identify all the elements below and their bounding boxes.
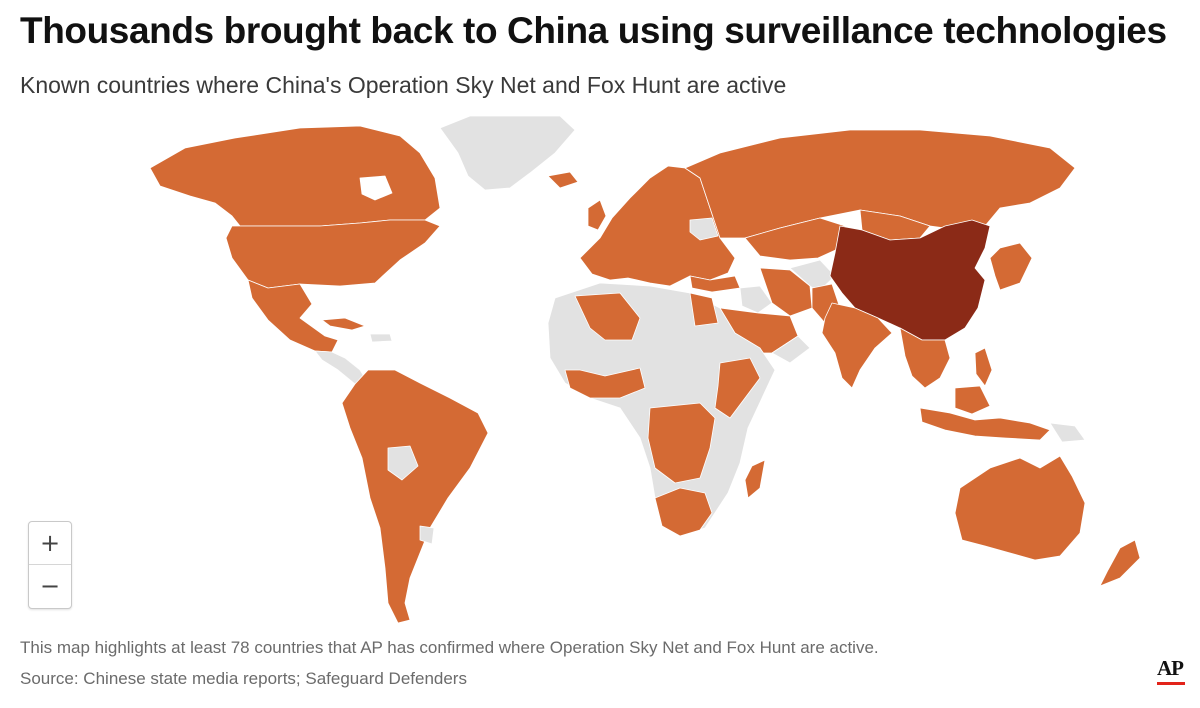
country-uk[interactable] xyxy=(587,199,607,231)
country-mexico[interactable] xyxy=(247,279,339,353)
country-australia[interactable] xyxy=(954,455,1086,561)
footnote: This map highlights at least 78 countrie… xyxy=(20,638,879,657)
country-west-africa[interactable] xyxy=(564,367,646,399)
zoom-out-button[interactable]: − xyxy=(39,572,61,600)
hudson-bay xyxy=(359,175,393,201)
country-europe[interactable] xyxy=(579,165,736,287)
source-line: Source: Chinese state media reports; Saf… xyxy=(20,669,467,688)
country-uruguay[interactable] xyxy=(419,525,435,545)
country-china[interactable] xyxy=(829,219,991,341)
country-hispaniola[interactable] xyxy=(369,333,393,343)
ap-logo: AP xyxy=(1157,657,1187,687)
country-cuba[interactable] xyxy=(321,317,366,331)
country-bolivia[interactable] xyxy=(387,445,419,481)
ap-logo-accent xyxy=(1157,682,1185,685)
country-canada[interactable] xyxy=(149,125,441,227)
zoom-in-button[interactable]: + xyxy=(39,529,61,557)
country-borneo[interactable] xyxy=(954,385,991,415)
country-greenland[interactable] xyxy=(439,115,576,191)
country-southern-africa[interactable] xyxy=(654,487,713,537)
country-south-america[interactable] xyxy=(341,369,489,624)
country-syria-iraq[interactable] xyxy=(739,285,773,314)
map-title: Thousands brought back to China using su… xyxy=(20,10,1167,51)
ap-logo-text: AP xyxy=(1157,656,1184,680)
country-new-zealand[interactable] xyxy=(1099,539,1141,587)
country-egypt[interactable] xyxy=(689,292,719,327)
country-philippines[interactable] xyxy=(974,347,993,387)
map-subtitle: Known countries where China's Operation … xyxy=(20,72,787,98)
zoom-divider xyxy=(29,564,71,565)
country-papua-new-guinea[interactable] xyxy=(1049,422,1086,443)
country-madagascar[interactable] xyxy=(744,459,766,499)
country-ethiopia-kenya[interactable] xyxy=(714,357,761,419)
country-se-asia[interactable] xyxy=(899,327,951,389)
country-belarus[interactable] xyxy=(689,217,719,241)
country-usa[interactable] xyxy=(225,219,441,289)
country-yemen-oman[interactable] xyxy=(771,335,811,364)
country-central-africa[interactable] xyxy=(647,402,716,484)
country-iceland[interactable] xyxy=(547,171,579,189)
country-indonesia[interactable] xyxy=(919,407,1051,441)
world-map[interactable] xyxy=(0,108,1200,628)
country-afghanistan[interactable] xyxy=(789,259,836,293)
world-map-svg[interactable] xyxy=(0,108,1200,628)
zoom-controls: + − xyxy=(28,521,72,609)
country-india[interactable] xyxy=(821,302,893,389)
country-korea-japan[interactable] xyxy=(989,242,1033,291)
country-algeria[interactable] xyxy=(574,292,641,341)
